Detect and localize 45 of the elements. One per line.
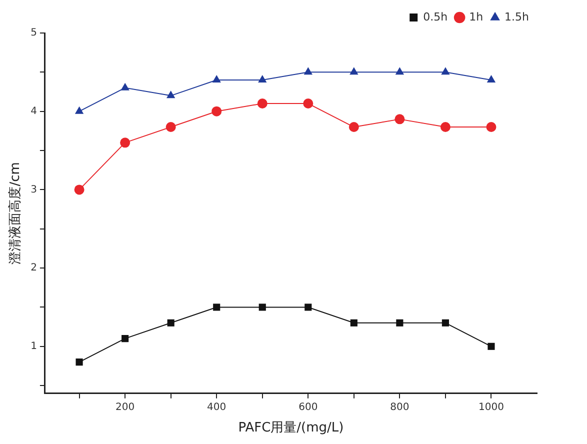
y-tick-label: 1 xyxy=(30,340,37,352)
y-tick-label: 4 xyxy=(30,106,37,117)
point xyxy=(120,138,130,148)
point xyxy=(167,319,174,326)
point xyxy=(348,122,359,132)
point xyxy=(304,304,312,311)
point xyxy=(394,114,405,124)
x-axis-title: PAFC用量/(mg/L) xyxy=(238,420,344,436)
point xyxy=(258,75,267,83)
point xyxy=(441,67,450,75)
point xyxy=(74,106,84,114)
legend-label: 0.5h xyxy=(423,10,448,24)
y-tick-label: 3 xyxy=(30,184,37,196)
point xyxy=(166,90,176,98)
x-tick-label: 400 xyxy=(207,402,226,413)
point xyxy=(166,122,176,132)
y-tick-label: 2 xyxy=(30,262,37,274)
x-tick-label: 200 xyxy=(116,402,135,413)
point xyxy=(212,75,221,83)
point xyxy=(122,335,129,342)
point xyxy=(350,319,358,326)
point xyxy=(120,82,130,90)
y-axis-title: 澄清液面高度/cm xyxy=(7,162,24,264)
point xyxy=(76,358,83,366)
point xyxy=(212,106,222,116)
point xyxy=(350,67,358,75)
point xyxy=(74,184,84,195)
point xyxy=(257,98,268,109)
point xyxy=(440,122,450,132)
x-tick-label: 1000 xyxy=(478,402,504,413)
legend-label: 1h xyxy=(469,10,484,24)
point xyxy=(395,67,404,75)
point xyxy=(258,304,266,311)
y-tick-label: 5 xyxy=(30,28,37,39)
x-tick-label: 600 xyxy=(298,402,318,413)
x-tick-label: 800 xyxy=(390,402,410,413)
point xyxy=(442,319,449,326)
point xyxy=(213,304,220,311)
point xyxy=(488,342,495,350)
point xyxy=(303,98,314,109)
point xyxy=(304,67,312,75)
point xyxy=(486,75,496,83)
point xyxy=(396,319,404,326)
point xyxy=(486,122,496,132)
legend-label: 1.5h xyxy=(504,10,530,24)
